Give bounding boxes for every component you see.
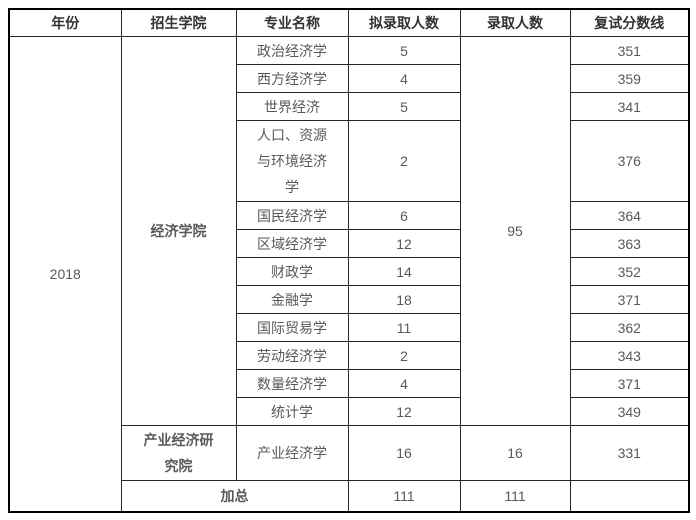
col-header-major: 专业名称 — [235, 8, 349, 37]
planned-cell: 2 — [347, 341, 461, 370]
year-cell: 2018 — [8, 36, 122, 512]
major-row: 国际贸易学 11 362 — [9, 313, 690, 342]
total-admitted-cell: 111 — [459, 480, 571, 512]
major-row: 2018 经济学院 政治经济学 5 95 351 — [8, 36, 690, 512]
planned-cell: 5 — [347, 36, 461, 65]
planned-cell: 14 — [347, 257, 461, 286]
score-cell: 352 — [569, 257, 690, 286]
score-cell: 343 — [569, 341, 690, 370]
score-cell: 331 — [569, 425, 690, 481]
planned-cell: 18 — [347, 285, 461, 314]
major-row: 劳动经济学 2 343 — [9, 341, 690, 370]
major-cell: 财政学 — [235, 257, 349, 286]
score-cell: 371 — [569, 369, 690, 398]
major-cell: 国民经济学 — [235, 201, 349, 230]
planned-cell: 5 — [347, 92, 461, 121]
col-header-college: 招生学院 — [120, 8, 237, 37]
col-header-planned: 拟录取人数 — [347, 8, 461, 37]
col-header-year: 年份 — [8, 8, 122, 37]
college-industrial-cell: 产业经济研 究院 — [120, 425, 237, 481]
major-cell: 数量经济学 — [235, 369, 349, 398]
planned-cell: 4 — [347, 64, 461, 93]
score-cell: 351 — [569, 36, 690, 65]
major-cell: 政治经济学 — [235, 36, 349, 65]
college-economics-cell: 经济学院 — [120, 36, 237, 426]
total-label-cell: 加总 — [120, 480, 349, 512]
score-cell: 362 — [569, 313, 690, 342]
major-cell: 产业经济学 — [235, 425, 349, 481]
planned-cell: 16 — [347, 425, 461, 481]
industrial-college-row: 产业经济研 究院 产业经济学 16 16 331 — [9, 425, 690, 481]
col-header-score-line: 复试分数线 — [569, 8, 690, 37]
score-cell: 359 — [569, 64, 690, 93]
major-row: 西方经济学 4 359 — [9, 64, 690, 93]
admitted-economics-cell: 95 — [459, 36, 571, 426]
major-row: 数量经济学 4 371 — [9, 369, 690, 398]
total-row: 加总 111 111 — [9, 480, 690, 512]
score-cell: 341 — [569, 92, 690, 121]
admissions-table: 年份 招生学院 专业名称 拟录取人数 录取人数 复试分数线 2018 经济学院 … — [8, 8, 690, 513]
major-cell: 世界经济 — [235, 92, 349, 121]
major-cell: 金融学 — [235, 285, 349, 314]
major-cell: 人口、资源 与环境经济 学 — [235, 120, 349, 202]
score-cell: 371 — [569, 285, 690, 314]
planned-cell: 11 — [347, 313, 461, 342]
major-cell: 国际贸易学 — [235, 313, 349, 342]
major-row: 金融学 18 371 — [9, 285, 690, 314]
planned-cell: 4 — [347, 369, 461, 398]
planned-cell: 6 — [347, 201, 461, 230]
score-cell: 349 — [569, 397, 690, 426]
major-cell: 统计学 — [235, 397, 349, 426]
score-cell: 364 — [569, 201, 690, 230]
total-planned-cell: 111 — [347, 480, 461, 512]
planned-cell: 12 — [347, 397, 461, 426]
major-cell: 西方经济学 — [235, 64, 349, 93]
header-row: 年份 招生学院 专业名称 拟录取人数 录取人数 复试分数线 — [8, 8, 690, 37]
total-score-cell — [569, 480, 690, 512]
major-row: 人口、资源 与环境经济 学 2 376 — [9, 120, 690, 202]
score-cell: 363 — [569, 229, 690, 258]
major-cell: 区域经济学 — [235, 229, 349, 258]
major-row: 统计学 12 349 — [9, 397, 690, 426]
col-header-admitted: 录取人数 — [459, 8, 571, 37]
major-cell: 劳动经济学 — [235, 341, 349, 370]
score-cell: 376 — [569, 120, 690, 202]
admitted-cell: 16 — [459, 425, 571, 481]
planned-cell: 12 — [347, 229, 461, 258]
planned-cell: 2 — [347, 120, 461, 202]
